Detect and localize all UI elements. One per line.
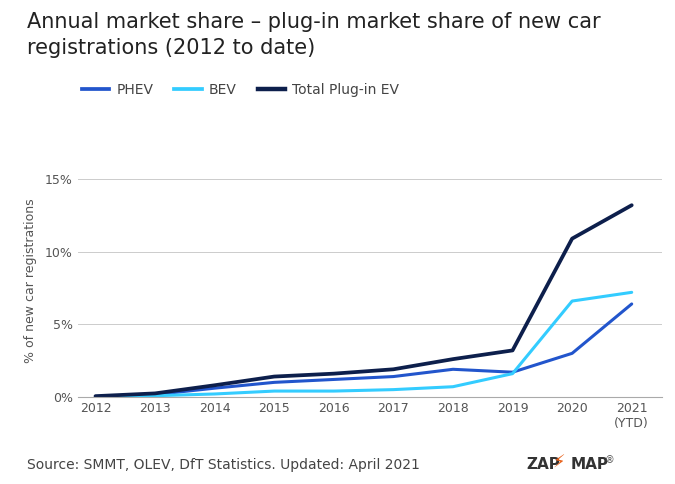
BEV: [628, 289, 636, 295]
BEV: [508, 371, 516, 377]
Total Plug-in EV: [449, 356, 457, 362]
PHEV: [449, 366, 457, 372]
Y-axis label: % of new car registrations: % of new car registrations: [24, 198, 36, 363]
Text: ⚡: ⚡: [552, 454, 565, 472]
Legend: PHEV, BEV, Total Plug-in EV: PHEV, BEV, Total Plug-in EV: [82, 83, 400, 97]
BEV: [568, 298, 576, 304]
PHEV: [330, 377, 338, 382]
Text: ZAP: ZAP: [526, 457, 560, 472]
Line: PHEV: PHEV: [95, 304, 632, 396]
PHEV: [151, 392, 159, 397]
Total Plug-in EV: [91, 393, 99, 399]
Total Plug-in EV: [568, 236, 576, 242]
PHEV: [389, 374, 398, 379]
Total Plug-in EV: [211, 382, 219, 388]
Total Plug-in EV: [508, 348, 516, 353]
PHEV: [270, 379, 278, 385]
Total Plug-in EV: [151, 391, 159, 396]
BEV: [270, 388, 278, 394]
BEV: [449, 384, 457, 390]
Text: ®: ®: [604, 454, 614, 465]
BEV: [91, 393, 99, 399]
PHEV: [568, 350, 576, 356]
PHEV: [91, 393, 99, 399]
BEV: [211, 391, 219, 397]
BEV: [330, 388, 338, 394]
Total Plug-in EV: [270, 374, 278, 379]
Line: Total Plug-in EV: Total Plug-in EV: [95, 205, 632, 396]
Total Plug-in EV: [330, 371, 338, 377]
PHEV: [508, 369, 516, 375]
Text: Source: SMMT, OLEV, DfT Statistics. Updated: April 2021: Source: SMMT, OLEV, DfT Statistics. Upda…: [27, 458, 420, 472]
PHEV: [211, 385, 219, 391]
Text: MAP: MAP: [570, 457, 608, 472]
Total Plug-in EV: [628, 202, 636, 208]
BEV: [151, 393, 159, 399]
Total Plug-in EV: [389, 366, 398, 372]
Line: BEV: BEV: [95, 292, 632, 396]
PHEV: [628, 301, 636, 307]
Text: Annual market share – plug-in market share of new car
registrations (2012 to dat: Annual market share – plug-in market sha…: [27, 12, 601, 58]
BEV: [389, 387, 398, 393]
